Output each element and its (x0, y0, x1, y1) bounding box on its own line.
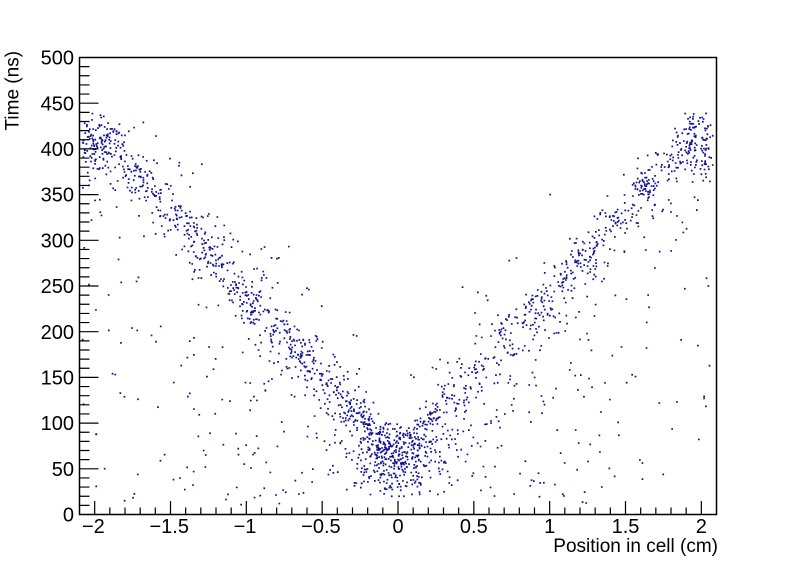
svg-text:500: 500 (41, 48, 74, 70)
svg-text:250: 250 (41, 276, 74, 298)
svg-text:1: 1 (544, 516, 555, 538)
svg-text:300: 300 (41, 230, 74, 252)
svg-text:50: 50 (52, 459, 74, 481)
svg-text:2: 2 (696, 516, 707, 538)
svg-text:−1: −1 (234, 516, 257, 538)
svg-text:0.5: 0.5 (460, 516, 488, 538)
svg-text:Time (ns): Time (ns) (3, 51, 24, 131)
svg-text:−1.5: −1.5 (149, 516, 188, 538)
svg-text:−2: −2 (82, 516, 105, 538)
svg-text:1.5: 1.5 (612, 516, 640, 538)
svg-text:0: 0 (392, 516, 403, 538)
svg-text:450: 450 (41, 93, 74, 115)
svg-text:350: 350 (41, 185, 74, 207)
svg-text:−0.5: −0.5 (301, 516, 340, 538)
svg-text:0: 0 (63, 505, 74, 527)
svg-text:150: 150 (41, 368, 74, 390)
svg-text:100: 100 (41, 413, 74, 435)
svg-text:Position in cell (cm): Position in cell (cm) (553, 536, 718, 557)
svg-text:200: 200 (41, 322, 74, 344)
svg-text:400: 400 (41, 139, 74, 161)
